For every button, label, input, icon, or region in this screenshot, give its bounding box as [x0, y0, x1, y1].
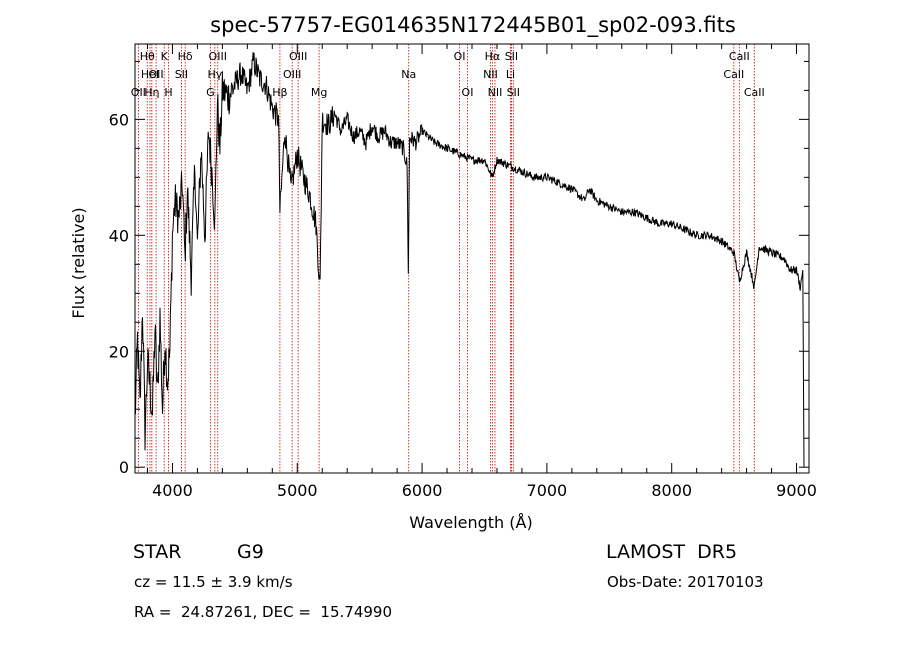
spectral-line-label: Li: [506, 68, 515, 81]
spectral-line-label: H: [164, 86, 172, 99]
spectral-line-label: G: [206, 86, 215, 99]
x-axis: 4000 5000 6000 7000 8000 9000: [146, 44, 817, 500]
spectral-line-label: Na: [401, 68, 416, 81]
spectral-line-label: OI: [454, 50, 466, 63]
spectral-line-labels: OIIHθHeIHηOIIKHSIIHδGHγOIIIHβOIIIOIIIMgN…: [131, 50, 765, 99]
x-tick-label: 4000: [152, 481, 193, 500]
spectral-line-label: OI: [462, 86, 474, 99]
plot-area: [135, 52, 805, 468]
y-tick-label: 0: [119, 458, 129, 477]
spectral-line-label: CaII: [744, 86, 765, 99]
spectrum-line: [135, 52, 805, 468]
chart-title: spec-57757-EG014635N172445B01_sp02-093.f…: [210, 13, 736, 38]
spectral-line-label: Hθ: [140, 50, 155, 63]
x-axis-label: Wavelength (Å): [409, 513, 532, 532]
y-axis-label: Flux (relative): [69, 207, 88, 318]
spectral-line-label: Hδ: [178, 50, 193, 63]
x-tick-label: 6000: [402, 481, 443, 500]
y-tick-label: 40: [109, 226, 129, 245]
spectral-line-label: OIII: [289, 50, 307, 63]
spectral-line-label: Hγ: [207, 68, 222, 81]
spectral-line-label: K: [161, 50, 169, 63]
redshift-cz: cz = 11.5 ± 3.9 km/s: [134, 573, 293, 591]
spectral-line-label: Hα: [485, 50, 501, 63]
spectral-line-label: CaII: [729, 50, 750, 63]
spectral-line-label: SII: [505, 50, 518, 63]
spectral-line-label: HeI: [141, 68, 159, 81]
y-tick-label: 60: [109, 110, 129, 129]
y-axis: 0 20 40 60: [109, 60, 809, 477]
obs-date: Obs-Date: 20170103: [607, 573, 764, 591]
spectral-line-label: Hη: [144, 86, 159, 99]
spectral-line-label: Mg: [311, 86, 327, 99]
spectral-line-label: OIII: [209, 50, 227, 63]
x-tick-label: 5000: [277, 481, 318, 500]
spectral-line-label: CaII: [723, 68, 744, 81]
x-tick-label: 8000: [651, 481, 692, 500]
spectral-line-label: OII: [149, 68, 164, 81]
spectral-line-markers: [137, 44, 755, 473]
y-tick-label: 20: [109, 342, 129, 361]
spectrum-chart: spec-57757-EG014635N172445B01_sp02-093.f…: [69, 13, 817, 532]
spectral-line-label: NII: [488, 86, 503, 99]
object-subclass: G9: [237, 541, 264, 563]
survey-label: LAMOST DR5: [606, 541, 738, 563]
x-tick-label: 7000: [527, 481, 568, 500]
object-class: STAR: [133, 541, 182, 563]
spectral-line-label: NII: [483, 68, 498, 81]
ra-dec-coords: RA = 24.87261, DEC = 15.74990: [134, 603, 393, 621]
spectral-line-label: SII: [507, 86, 520, 99]
x-tick-label: 9000: [776, 481, 817, 500]
spectral-line-label: OIII: [283, 68, 301, 81]
plot-frame: [134, 43, 810, 474]
spectral-line-label: SII: [175, 68, 188, 81]
spectral-line-label: Hβ: [272, 86, 287, 99]
